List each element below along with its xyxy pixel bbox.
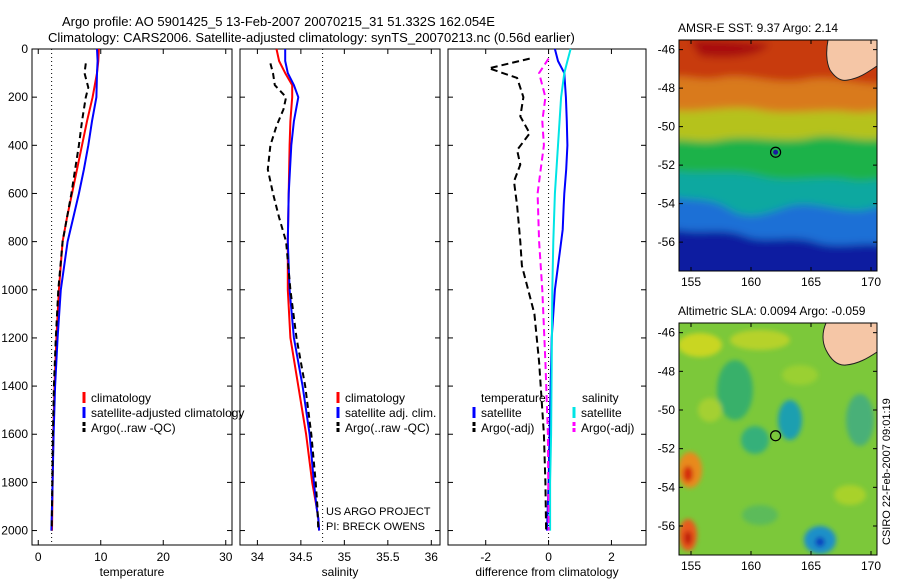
x-axis-label: difference from climatology xyxy=(475,565,618,579)
float-marker xyxy=(769,146,782,158)
series-salinity-argo-raw-qc- xyxy=(266,63,320,531)
series-temperature-satellite-adjusted-climatology xyxy=(50,48,99,531)
y-tick-label: 1200 xyxy=(1,331,28,345)
panel-temperature-frame xyxy=(31,48,233,546)
y-tick-label: 400 xyxy=(8,138,28,152)
x-tick-label: 30 xyxy=(219,550,233,564)
x-tick-label: 165 xyxy=(801,559,821,573)
legend-label: satellite-adjusted climatology xyxy=(91,406,244,420)
credit-line2: PI: BRECK OWENS xyxy=(326,521,425,533)
panel-difference-frame xyxy=(447,48,647,546)
x-tick-label: 36 xyxy=(425,550,439,564)
series-difference-argo-adj- xyxy=(536,58,550,531)
y-tick-label: 200 xyxy=(8,90,28,104)
legend-label: Argo(-adj) xyxy=(581,421,634,435)
y-tick-label: 0 xyxy=(21,42,28,56)
y-tick-label: -52 xyxy=(658,158,676,172)
series-difference-argo-adj- xyxy=(487,57,548,531)
y-tick-label: 600 xyxy=(8,186,28,200)
land-mass xyxy=(826,40,877,81)
map-sla_map-title: Altimetric SLA: 0.0094 Argo: -0.059 xyxy=(678,304,866,318)
x-tick-label: 155 xyxy=(681,275,701,289)
x-tick-label: -2 xyxy=(480,550,491,564)
credit-line1: US ARGO PROJECT xyxy=(326,506,431,518)
legend-label: Argo(..raw -QC) xyxy=(345,421,430,435)
series-salinity-satellite-adj-clim- xyxy=(284,49,321,531)
land-mass xyxy=(822,323,877,366)
x-tick-label: 160 xyxy=(741,275,761,289)
x-tick-label: 2 xyxy=(608,550,615,564)
legend-label: Argo(-adj) xyxy=(481,421,534,435)
x-tick-label: 35.5 xyxy=(376,550,400,564)
y-tick-label: -56 xyxy=(658,235,676,249)
x-tick-label: 160 xyxy=(741,559,761,573)
x-tick-label: 10 xyxy=(94,550,108,564)
legend-label: climatology xyxy=(345,391,405,405)
panel-salinity-frame xyxy=(239,48,441,546)
y-tick-label: 1600 xyxy=(1,427,28,441)
series-temperature-argo-raw-qc- xyxy=(50,63,90,531)
y-tick-label: -56 xyxy=(658,519,676,533)
y-tick-label: -50 xyxy=(658,120,676,134)
x-tick-label: 34 xyxy=(251,550,265,564)
legend-label: satellite xyxy=(581,406,622,420)
x-tick-label: 0 xyxy=(545,550,552,564)
y-tick-label: -46 xyxy=(658,326,676,340)
legend-label: satellite xyxy=(481,406,522,420)
y-tick-label: 2000 xyxy=(1,524,28,538)
sla-map-field xyxy=(679,323,877,555)
x-axis-label: salinity xyxy=(322,565,359,579)
x-tick-label: 20 xyxy=(157,550,171,564)
x-tick-label: 34.5 xyxy=(289,550,313,564)
y-tick-label: -48 xyxy=(658,364,676,378)
map-sst_map-frame xyxy=(678,39,878,272)
legend-label: Argo(..raw -QC) xyxy=(91,421,176,435)
y-tick-label: 1800 xyxy=(1,475,28,489)
y-tick-label: -50 xyxy=(658,403,676,417)
y-tick-label: 1000 xyxy=(1,283,28,297)
map-sst_map-title: AMSR-E SST: 9.37 Argo: 2.14 xyxy=(678,21,838,35)
x-tick-label: 155 xyxy=(681,559,701,573)
x-tick-label: 35 xyxy=(338,550,352,564)
legend-label: climatology xyxy=(91,391,151,405)
legend-title-salinity: salinity xyxy=(582,391,619,405)
figure-title-line1: Argo profile: AO 5901425_5 13-Feb-2007 2… xyxy=(62,14,495,29)
timestamp-stamp: CSIRO 22-Feb-2007 09:01:19 xyxy=(881,398,893,545)
figure-title-line2: Climatology: CARS2006. Satellite-adjuste… xyxy=(48,30,575,45)
float-marker xyxy=(769,430,782,442)
y-tick-label: -48 xyxy=(658,81,676,95)
y-tick-label: 1400 xyxy=(1,379,28,393)
x-tick-label: 170 xyxy=(861,559,881,573)
map-sla_map-frame xyxy=(678,322,878,556)
float-marker-core xyxy=(773,149,779,155)
y-tick-label: -54 xyxy=(658,480,676,494)
x-tick-label: 170 xyxy=(861,275,881,289)
series-difference-satellite xyxy=(549,48,572,531)
sst-map-field xyxy=(679,40,877,271)
y-tick-label: -54 xyxy=(658,197,676,211)
legend-title-temperature: temperature xyxy=(481,391,546,405)
y-tick-label: -46 xyxy=(658,43,676,57)
y-tick-label: 800 xyxy=(8,235,28,249)
x-axis-label: temperature xyxy=(100,565,165,579)
x-tick-label: 165 xyxy=(801,275,821,289)
x-tick-label: 0 xyxy=(35,550,42,564)
y-tick-label: -52 xyxy=(658,442,676,456)
legend-label: satellite adj. clim. xyxy=(345,406,436,420)
